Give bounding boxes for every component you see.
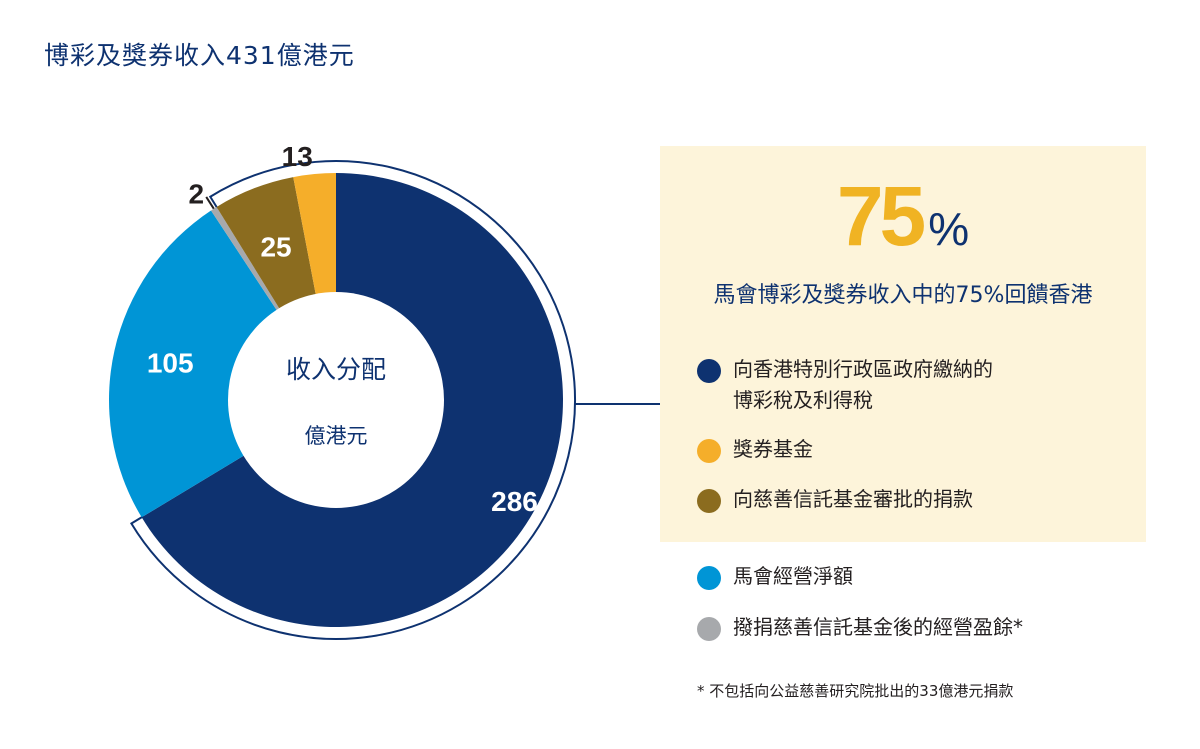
- highlight-percentage: 75%: [660, 168, 1146, 265]
- slice-label: 105: [147, 348, 194, 379]
- slice-label: 13: [282, 141, 313, 172]
- legend-item-lotteries: 獎券基金: [697, 437, 813, 465]
- legend-dot: [697, 489, 721, 513]
- center-title: 收入分配: [286, 355, 386, 384]
- legend-dot: [697, 617, 721, 641]
- legend-label: 撥捐慈善信託基金後的經營盈餘*: [733, 615, 1023, 639]
- highlight-subtitle: 馬會博彩及獎券收入中的75%回饋香港: [713, 283, 1093, 308]
- highlight-box: [660, 146, 1146, 542]
- highlight-percent-sign: %: [928, 203, 970, 255]
- highlight-number: 75: [836, 169, 926, 263]
- legend-item-surplus: 撥捐慈善信託基金後的經營盈餘*: [697, 615, 1023, 643]
- slice-label: 25: [260, 231, 291, 262]
- connector-layer: [130, 160, 660, 640]
- legend-label: 馬會經營淨額: [733, 564, 853, 588]
- center-hole: [228, 292, 444, 508]
- slice-label: 286: [491, 486, 538, 517]
- legend-item-donations: 向慈善信託基金審批的捐款: [697, 487, 973, 515]
- legend-label: 獎券基金: [733, 437, 813, 461]
- legend-dot: [697, 439, 721, 463]
- legend-label: 向香港特別行政區政府繳納的 博彩稅及利得稅: [733, 354, 993, 416]
- slice-leader-line: [205, 196, 215, 210]
- legend-dot: [697, 359, 721, 383]
- slice-label: 2: [189, 179, 205, 210]
- legend-item-tax: 向香港特別行政區政府繳納的 博彩稅及利得稅: [697, 357, 993, 416]
- pie-slice: [109, 210, 336, 518]
- legend-label: 向慈善信託基金審批的捐款: [733, 487, 973, 511]
- page-title: 博彩及獎券收入431億港元: [44, 41, 355, 70]
- group-bracket: [130, 160, 576, 640]
- labels-layer: 286 105 2 25 13: [147, 141, 538, 517]
- legend-label-line: 向香港特別行政區政府繳納的: [733, 357, 993, 381]
- legend-label-line: 博彩稅及利得稅: [733, 388, 873, 412]
- legend-item-net-operating: 馬會經營淨額: [697, 564, 853, 592]
- center-unit: 億港元: [305, 424, 368, 448]
- legend-dot: [697, 566, 721, 590]
- footnote: * 不包括向公益慈善研究院批出的33億港元捐款: [697, 682, 1014, 700]
